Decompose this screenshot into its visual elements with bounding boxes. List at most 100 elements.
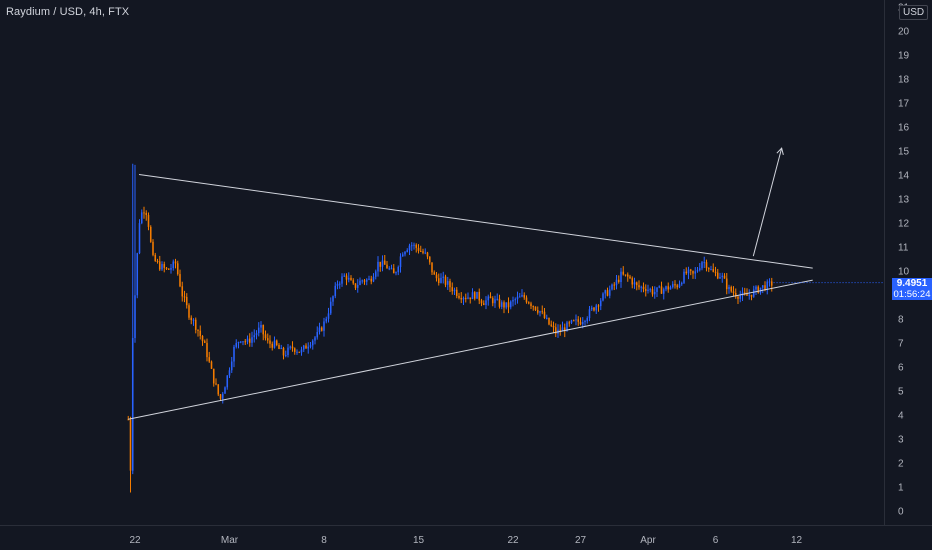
candle-body xyxy=(480,300,483,304)
candle-body xyxy=(221,393,224,399)
candle-body xyxy=(701,262,703,269)
candle-body xyxy=(620,271,622,283)
y-tick-label: 0 xyxy=(898,507,904,518)
candle-body xyxy=(156,260,159,262)
candle-body xyxy=(710,269,712,271)
candle-body xyxy=(485,300,487,305)
candle-body xyxy=(559,329,562,332)
candle-body xyxy=(345,275,348,280)
candle-body xyxy=(689,269,692,271)
y-tick-label: 18 xyxy=(898,75,910,86)
candle-body xyxy=(671,284,674,288)
y-tick-label: 7 xyxy=(898,339,904,350)
candle-body xyxy=(237,342,240,344)
candle-body xyxy=(372,276,375,282)
candle-body xyxy=(482,303,485,305)
candle-body xyxy=(278,345,280,349)
candle-body xyxy=(228,370,231,376)
candle-body xyxy=(440,277,442,283)
last-price-label: 9.4951 01:56:24 xyxy=(892,278,932,300)
candle-body xyxy=(395,272,397,274)
candle-body xyxy=(563,327,566,332)
candle-body xyxy=(617,279,620,283)
y-tick-label: 3 xyxy=(898,435,904,446)
candle-body xyxy=(404,251,406,255)
candle-body xyxy=(622,271,625,275)
candle-body xyxy=(264,334,267,339)
candle-body xyxy=(167,268,170,270)
y-tick-label: 17 xyxy=(898,99,910,110)
candle-body xyxy=(739,295,742,299)
candle-body xyxy=(525,297,528,303)
candle-body xyxy=(743,292,746,295)
candle-body xyxy=(397,267,400,273)
x-tick-label: 22 xyxy=(507,535,519,546)
currency-badge[interactable]: USD xyxy=(899,5,929,20)
candle-body xyxy=(642,286,645,290)
symbol-title[interactable]: Raydium / USD, 4h, FTX xyxy=(6,6,130,18)
candle-body xyxy=(462,297,465,300)
candle-body xyxy=(217,384,220,395)
candle-body xyxy=(606,290,609,296)
candle-body xyxy=(518,296,521,298)
candle-body xyxy=(647,289,649,291)
candle-body xyxy=(584,321,586,323)
candle-body xyxy=(599,300,602,307)
candle-body xyxy=(532,306,535,308)
candle-body xyxy=(698,268,701,271)
candle-body xyxy=(505,302,508,308)
candle-body xyxy=(275,340,278,346)
y-tick-label: 6 xyxy=(898,363,904,374)
candle-body xyxy=(476,291,478,299)
candle-body xyxy=(361,280,364,282)
candle-body xyxy=(597,305,600,307)
candle-body xyxy=(233,346,235,362)
candle-body xyxy=(703,262,706,264)
candle-body xyxy=(271,343,274,348)
candle-body xyxy=(287,347,289,356)
candle-body xyxy=(185,296,188,306)
candle-body xyxy=(629,276,631,279)
candle-body xyxy=(181,286,184,297)
y-tick-label: 5 xyxy=(898,387,904,398)
candle-body xyxy=(318,327,321,333)
candle-body xyxy=(206,342,208,358)
candle-body xyxy=(381,260,384,267)
candle-body xyxy=(215,383,217,385)
candle-body xyxy=(730,286,733,292)
candle-body xyxy=(624,274,627,276)
x-tick-label: 15 xyxy=(413,535,425,546)
candle-body xyxy=(514,299,517,301)
candle-body xyxy=(732,291,735,293)
y-tick-label: 19 xyxy=(898,51,910,62)
candle-body xyxy=(210,361,213,369)
candle-body xyxy=(464,297,467,299)
candle-body xyxy=(692,270,694,274)
candle-body xyxy=(172,261,175,269)
candle-body xyxy=(566,322,568,332)
candle-body xyxy=(140,212,143,224)
candle-body xyxy=(131,338,134,471)
candle-body xyxy=(770,281,773,286)
candle-body xyxy=(572,320,575,322)
candle-body xyxy=(408,245,411,251)
candle-body xyxy=(653,291,656,295)
y-tick-label: 14 xyxy=(898,171,910,182)
candle-body xyxy=(575,319,577,321)
x-tick-label: 27 xyxy=(575,535,587,546)
candle-body xyxy=(386,264,388,269)
candle-body xyxy=(728,286,730,290)
candle-body xyxy=(660,286,663,294)
candle-body xyxy=(356,284,359,288)
candle-body xyxy=(244,341,247,343)
candle-body xyxy=(604,290,607,294)
candle-body xyxy=(392,268,395,274)
candle-body xyxy=(746,294,748,296)
candle-body xyxy=(129,419,132,471)
candle-body xyxy=(460,297,463,300)
candle-body xyxy=(273,340,276,348)
candle-body xyxy=(527,302,530,304)
candle-body xyxy=(226,375,229,388)
